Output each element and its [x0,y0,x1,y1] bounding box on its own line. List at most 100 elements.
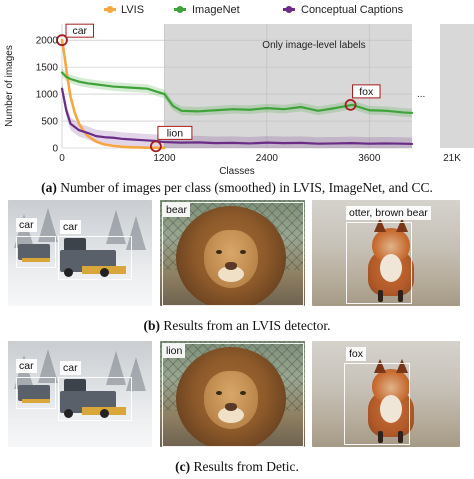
legend-label-cc: Conceptual Captions [301,4,404,16]
detection-box-fox [344,363,410,445]
annotation-box-fox [352,84,381,99]
fox-ear [374,359,386,373]
axis-ticks: 0 500 1000 1500 2000 0 1200 2400 3600 [36,36,381,164]
fox-leg [398,431,403,443]
detection-label-car-1: car [16,359,37,373]
caption-a-tag: (a) [41,180,57,195]
lion-muzzle [218,407,244,423]
detection-box-lion [162,343,304,447]
tree-shape [38,208,58,242]
detection-label-fox: fox [346,347,367,361]
annotation-marker-lion [150,140,162,153]
detection-label-car-2: car [60,361,81,375]
detection-label-lion: bear [163,203,191,217]
legend-marker-cc [285,6,293,13]
wheel [64,409,73,418]
plow-far [22,258,50,262]
fox-chest [380,254,402,282]
caption-c-text: Results from Detic. [190,459,299,474]
annotation-label-fox: fox [359,86,374,98]
caption-a-text: Number of images per class (smoothed) in… [56,180,433,195]
lion-nose [225,262,237,270]
series-line-conceptual-captions [60,87,414,146]
y-axis-title: Number of images [4,45,15,127]
detection-box-car-1 [16,236,56,268]
detection-box-lion [162,202,304,306]
legend-label-lvis: LVIS [121,4,144,16]
y-tick-label: 500 [41,117,58,128]
annotation-label-car: car [72,25,87,37]
series-line-lvis [60,38,166,150]
fox-photo-b: otter, brown bear [312,200,460,306]
truck-far [18,385,50,401]
lion-eye [216,250,222,254]
lion-eye [240,250,246,254]
fox-leg [378,290,383,302]
caption-a: (a) Number of images per class (smoothed… [0,180,474,196]
images-per-class-chart: car lion fox 0 500 1000 1500 2000 0 1200 2400 3600… [4,4,474,177]
axis-break-ellipsis: ... [417,89,425,100]
legend-label-imagenet: ImageNet [192,4,240,16]
series-line-imagenet [60,71,414,115]
snowplow-photo-b: car car [8,200,152,306]
legend: LVIS ImageNet Conceptual Captions [104,4,404,16]
fox-ear [396,218,408,232]
caption-c: (c) Results from Detic. [0,459,474,475]
x-tick-label: 1200 [153,153,176,164]
detection-box-car-2 [58,236,132,280]
lion-eye [240,391,246,395]
wheel [100,268,109,277]
series-lines [60,38,414,150]
fox-photo-c: fox [312,341,460,447]
fox-leg [378,431,383,443]
fox-ear [396,359,408,373]
x-tick-label: 3600 [358,153,381,164]
x-axis-title: Classes [219,166,255,177]
detection-box-car-1 [16,377,56,409]
tree-shape [38,349,58,383]
lion-nose [225,403,237,411]
detection-box-fox [346,222,412,304]
annotations: car lion fox [56,23,381,153]
detection-label-car-2: car [60,220,81,234]
annotation-label-lion: lion [167,127,184,139]
lion-photo-c: lion [160,341,305,447]
detection-label-fox: otter, brown bear [346,206,431,220]
caption-c-tag: (c) [175,459,191,474]
annotation-box-car [65,23,94,38]
fox-ear [374,218,386,232]
plow-far [22,399,50,403]
y-tick-label: 2000 [36,36,59,47]
y-tick-label: 1000 [36,90,59,101]
axis-break-tick-label: 21K [443,153,461,164]
caption-b-tag: (b) [143,318,161,333]
lion-eye [216,391,222,395]
tree-shape [106,351,126,385]
x-tick-label: 0 [59,153,65,164]
truck-far [18,244,50,260]
annotation-marker-car [56,34,68,47]
annotation-box-lion [157,125,193,140]
lion-muzzle [218,266,244,282]
break-plot-segment [440,24,474,148]
snowplow-photo-c: car car [8,341,152,447]
detection-label-lion: lion [163,344,186,358]
caption-b-text: Results from an LVIS detector. [160,318,331,333]
lion-photo-b: bear [160,200,305,306]
detection-box-car-2 [58,377,132,421]
fox-chest [380,395,402,423]
tree-shape [106,210,126,244]
legend-marker-imagenet [176,6,184,13]
x-tick-label: 2400 [256,153,279,164]
wheel [64,268,73,277]
shaded-region-label: Only image-level labels [262,40,365,51]
wheel [100,409,109,418]
series-band-1 [62,68,412,118]
fox-leg [398,290,403,302]
y-tick-label: 1500 [36,63,59,74]
annotation-marker-fox [344,98,357,111]
y-tick-label: 0 [52,144,58,155]
legend-marker-lvis [106,6,114,13]
detection-label-car-1: car [16,218,37,232]
caption-b: (b) Results from an LVIS detector. [0,318,474,334]
